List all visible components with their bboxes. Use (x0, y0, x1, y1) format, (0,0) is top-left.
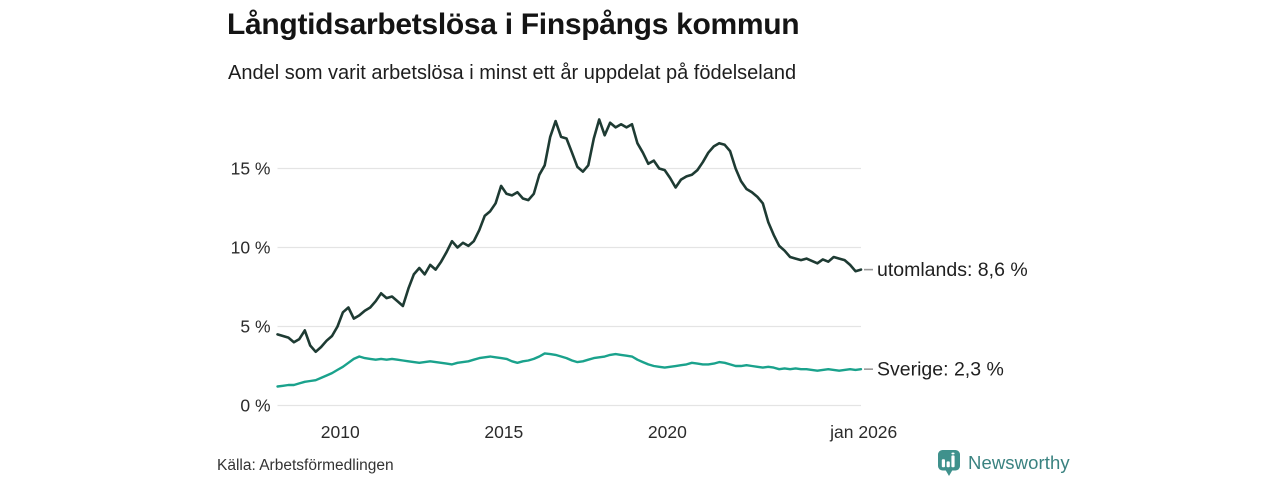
newsworthy-logo: Newsworthy (937, 449, 1070, 477)
y-tick-label: 0 % (240, 396, 270, 416)
page-subtitle: Andel som varit arbetslösa i minst ett å… (228, 62, 797, 84)
source-note: Källa: Arbetsförmedlingen (217, 457, 394, 474)
x-tick-label: 2020 (648, 422, 687, 442)
x-tick-label: jan 2026 (829, 422, 897, 442)
series-end-label-utomlands: utomlands: 8,6 % (877, 259, 1028, 281)
series-line-Sverige (276, 352, 863, 388)
newsworthy-bubble-chart-icon (938, 450, 960, 476)
x-tick-label: 2015 (484, 422, 523, 442)
y-tick-label: 5 % (240, 317, 270, 337)
y-tick-label: 10 % (231, 238, 271, 258)
page-title: Långtidsarbetslösa i Finspångs kommun (227, 8, 800, 41)
y-tick-label: 15 % (231, 159, 271, 179)
series-line-utomlands (276, 118, 863, 354)
newsworthy-wordmark: Newsworthy (968, 452, 1070, 473)
x-tick-label: 2010 (321, 422, 360, 442)
series-end-label-Sverige: Sverige: 2,3 % (877, 359, 1004, 381)
